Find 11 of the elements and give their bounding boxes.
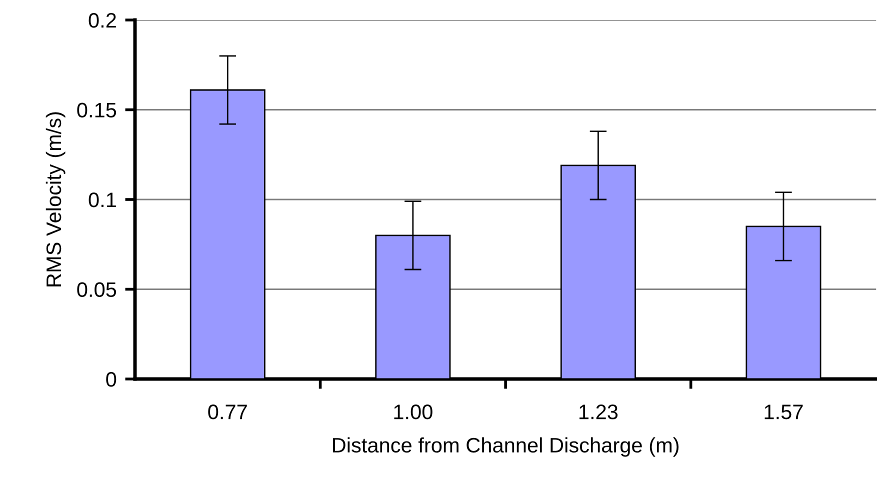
y-tick-label: 0 — [106, 372, 116, 387]
x-tick-label: 0.77 — [208, 404, 247, 420]
x-tick-label: 1.23 — [580, 404, 618, 420]
y-tick-label: 0.05 — [77, 282, 116, 298]
y-axis-title: RMS Velocity (m/s) — [46, 112, 66, 286]
y-tick-label: 0.1 — [88, 192, 116, 208]
y-tick-label: 0.2 — [88, 13, 116, 28]
x-tick-label: 1.57 — [764, 404, 803, 420]
x-axis-title: Distance from Channel Discharge (m) — [333, 437, 679, 457]
x-tick-label: 1.00 — [394, 404, 432, 420]
y-tick-label: 0.15 — [77, 102, 116, 118]
